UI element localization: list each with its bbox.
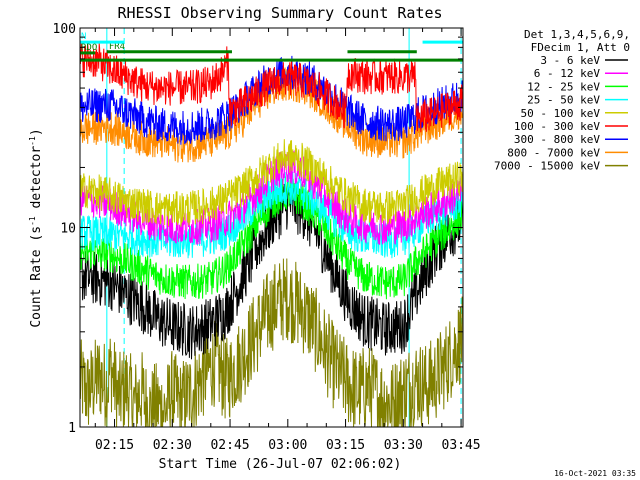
y-axis-label-close: ) xyxy=(29,128,44,136)
series-line-4 xyxy=(80,139,463,227)
timestamp-footer: 16-Oct-2021 03:35 xyxy=(554,469,636,478)
y-tick-label-1: 10 xyxy=(60,222,76,237)
legend-header-line-1: Det 1,3,4,5,6,9, xyxy=(524,28,630,41)
y-tick-label-0: 1 xyxy=(68,421,76,436)
legend-label-0: 3 - 6 keV xyxy=(540,54,600,67)
flag-label-1: FR4 xyxy=(109,42,125,52)
legend-header-line-2: FDecim 1, Att 0 xyxy=(531,41,630,54)
series-line-7 xyxy=(80,65,463,163)
series-line-1 xyxy=(80,150,463,245)
y-tick-label-2: 100 xyxy=(53,22,76,37)
series-line-8 xyxy=(80,258,463,427)
y-axis-label-prefix: Count Rate (s xyxy=(29,226,44,328)
chart-title: RHESSI Observing Summary Count Rates xyxy=(117,4,442,22)
legend-label-7: 800 - 7000 keV xyxy=(507,146,600,159)
x-tick-label-5: 03:30 xyxy=(384,438,423,453)
x-tick-label-3: 03:00 xyxy=(268,438,307,453)
x-tick-label-2: 02:45 xyxy=(210,438,249,453)
x-tick-label-1: 02:30 xyxy=(153,438,192,453)
series-1 xyxy=(80,150,463,245)
legend: Det 1,3,4,5,6,9, FDecim 1, Att 0 3 - 6 k… xyxy=(494,28,630,173)
series-7 xyxy=(80,65,463,163)
series-8 xyxy=(80,258,463,427)
legend-label-6: 300 - 800 keV xyxy=(514,133,600,146)
series-5 xyxy=(80,42,463,133)
legend-label-5: 100 - 300 keV xyxy=(514,120,600,133)
legend-label-3: 25 - 50 keV xyxy=(527,94,600,107)
legend-label-1: 6 - 12 keV xyxy=(534,67,601,80)
series-4 xyxy=(80,139,463,227)
legend-label-4: 50 - 100 keV xyxy=(521,107,601,120)
legend-label-8: 7000 - 15000 keV xyxy=(494,160,600,173)
y-axis-label: Count Rate (s-1 detector-1) xyxy=(28,128,44,327)
x-axis-label: Start Time (26-Jul-07 02:06:02) xyxy=(159,457,402,472)
y-axis-label-suffix: detector xyxy=(29,146,44,217)
x-tick-label-4: 03:15 xyxy=(326,438,365,453)
x-tick-label-0: 02:15 xyxy=(95,438,134,453)
y-axis-label-exp: -1 xyxy=(28,216,37,226)
legend-label-2: 12 - 25 keV xyxy=(527,80,600,93)
y-axis-label-exp2: -1 xyxy=(28,136,37,146)
series-line-5 xyxy=(80,42,463,133)
y-axis-ticks: 1 10 100 xyxy=(53,22,463,436)
x-tick-label-6: 03:45 xyxy=(442,438,481,453)
flag-label-0: RDO xyxy=(81,43,97,53)
x-axis-ticks: 02:15 02:30 02:45 03:00 03:15 03:30 03:45 xyxy=(94,28,481,453)
